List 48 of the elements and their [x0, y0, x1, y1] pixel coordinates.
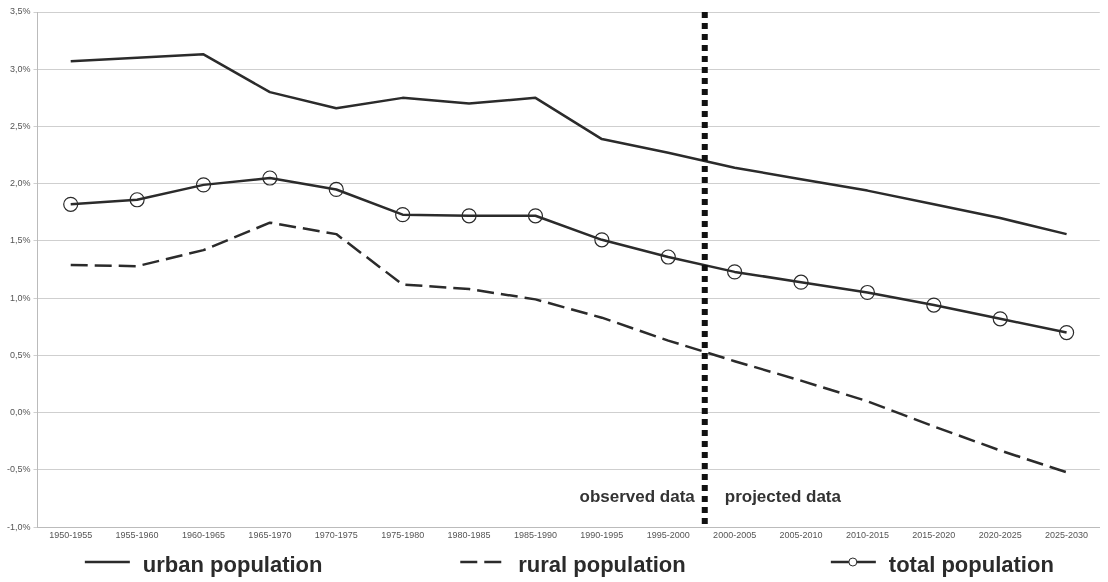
legend-label: rural population — [518, 552, 686, 578]
point — [63, 196, 79, 212]
point — [328, 181, 344, 198]
point — [1059, 324, 1075, 341]
legend-label: urban population — [142, 552, 323, 578]
y-tick-label: 1,0% — [10, 292, 31, 303]
point — [195, 177, 212, 193]
point — [129, 192, 145, 208]
point — [395, 207, 411, 223]
x-tick-label: 1995-2000 — [646, 530, 690, 541]
point — [793, 274, 809, 290]
point — [262, 170, 278, 186]
x-tick-label: 2000-2005 — [713, 530, 757, 541]
y-tick-label: 3,5% — [10, 6, 31, 17]
x-tick-label: 1980-1985 — [447, 530, 491, 541]
x-tick-label: 1965-1970 — [248, 530, 292, 541]
y-tick-label: 0,5% — [10, 349, 31, 360]
point — [727, 264, 743, 280]
annotation: observed data — [579, 486, 696, 506]
y-tick-label: 0,0% — [10, 407, 31, 418]
x-tick-label: 1970-1975 — [314, 530, 358, 541]
x-tick-label: 1985-1990 — [513, 530, 557, 541]
y-tick-label: -1,0% — [7, 521, 31, 532]
x-tick-label: 2020-2025 — [978, 530, 1022, 541]
point — [926, 297, 942, 313]
annotation: projected data — [724, 486, 842, 506]
x-tick-label: 1960-1965 — [181, 530, 226, 541]
x-tick-label: 1950-1955 — [49, 530, 93, 541]
legend-label: total population — [888, 552, 1054, 578]
point — [859, 284, 876, 301]
x-tick-label: 2005-2010 — [779, 530, 823, 541]
point — [992, 311, 1008, 327]
y-tick-label: 2,0% — [10, 178, 31, 189]
y-tick-label: 2,5% — [10, 120, 31, 131]
x-tick-label: 2025-2030 — [1045, 530, 1089, 541]
x-tick-label: 2015-2020 — [912, 530, 956, 541]
point — [594, 232, 610, 248]
point — [461, 208, 477, 224]
x-tick-label: 2010-2015 — [845, 530, 889, 541]
x-tick-label: 1990-1995 — [580, 530, 624, 541]
y-tick-label: -0,5% — [7, 464, 31, 475]
y-tick-label: 1,5% — [10, 235, 31, 246]
x-tick-label: 1955-1960 — [115, 530, 159, 541]
point — [660, 249, 676, 265]
line-series — [69, 221, 1068, 474]
x-tick-label: 1975-1980 — [381, 530, 425, 541]
point — [527, 208, 544, 224]
y-tick-label: 3,0% — [10, 63, 31, 74]
